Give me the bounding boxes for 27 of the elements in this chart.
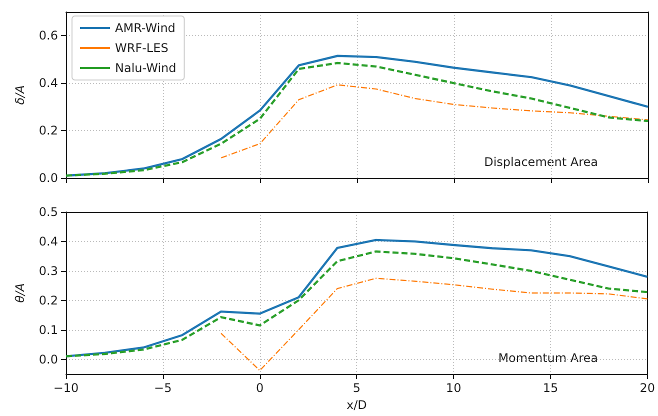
y-tick-label: 0.5 [38, 205, 58, 219]
y-tick-label: 0.2 [38, 124, 58, 138]
x-tick-label: 15 [542, 381, 558, 395]
annotation: Displacement Area [484, 155, 598, 169]
y-tick-label: 0.4 [38, 76, 58, 90]
y-tick-label: 0.0 [38, 352, 58, 366]
x-tick-label: −5 [154, 381, 172, 395]
y-tick-label: 0.2 [38, 293, 58, 308]
y-axis-title: δ/A [13, 85, 27, 105]
x-tick-label: 0 [256, 381, 264, 395]
y-tick-label: 0.6 [38, 28, 58, 43]
line-series [220, 84, 649, 158]
x-axis-title: x/D [346, 398, 367, 412]
annotation: Momentum Area [498, 351, 598, 365]
y-tick-label: 0.0 [38, 171, 58, 185]
x-tick-label: 10 [446, 381, 462, 395]
x-tick-label: 5 [352, 381, 361, 395]
legend-label: AMR-Wind [115, 21, 176, 35]
y-axis-title: θ/A [13, 283, 27, 303]
legend-label: WRF-LES [115, 41, 168, 55]
y-tick-label: 0.3 [38, 264, 58, 278]
x-tick-label: 20 [640, 381, 656, 395]
line-series [220, 278, 648, 372]
x-tick-label: −10 [53, 381, 79, 395]
legend-label: Nalu-Wind [115, 61, 176, 75]
y-tick-label: 0.4 [38, 234, 58, 248]
y-tick-label: 0.1 [38, 322, 58, 337]
